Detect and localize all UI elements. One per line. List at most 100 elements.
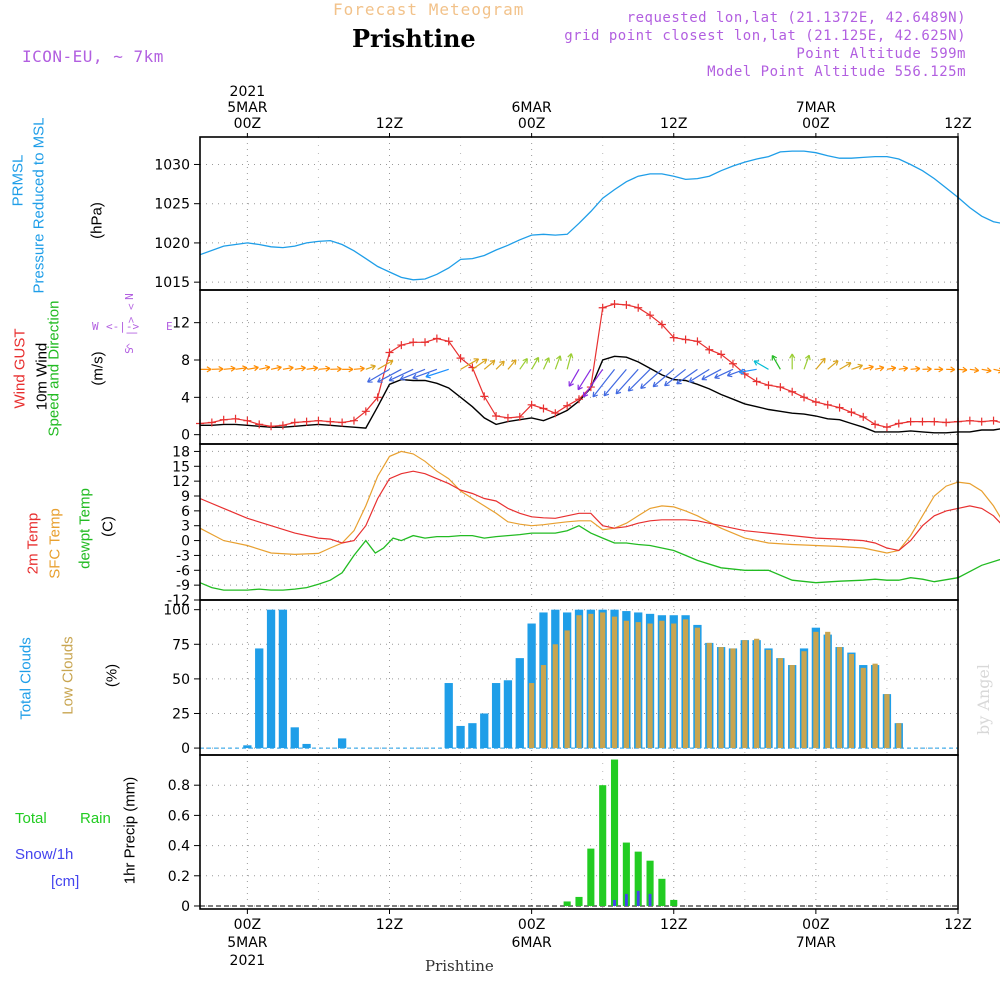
wind-gust-marker xyxy=(693,337,702,346)
wind-direction-arrowhead xyxy=(242,365,248,372)
wind-direction-arrow xyxy=(353,367,365,370)
wind-direction-arrowhead xyxy=(868,364,874,371)
wind-direction-arrow xyxy=(582,368,604,398)
wind-direction-arrowhead xyxy=(359,365,365,372)
low-cloud-bar xyxy=(706,642,712,749)
y-tick-label: 1025 xyxy=(154,197,190,213)
wind-direction-arrowhead xyxy=(938,366,944,373)
low-cloud-bar xyxy=(588,613,594,749)
rain-bar xyxy=(646,860,654,906)
wind-direction-arrowhead xyxy=(950,366,956,373)
y-tick-label: 100 xyxy=(163,603,190,619)
top-time-label: 00Z xyxy=(518,116,545,132)
total-cloud-bar xyxy=(266,609,276,749)
wind-direction-arrowhead xyxy=(325,365,331,372)
precip-total-label: Total xyxy=(15,810,47,827)
wind-gust-marker xyxy=(385,348,394,357)
wind-direction-arrow xyxy=(898,367,908,370)
low-cloud-bar xyxy=(718,647,724,749)
wind-direction-arrow xyxy=(282,366,294,370)
wind-direction-arrow xyxy=(753,360,769,370)
wind-direction-arrow xyxy=(863,366,874,370)
wind-direction-arrow xyxy=(460,358,479,370)
wind-direction-arrow xyxy=(910,367,920,370)
total-cloud-bar xyxy=(255,648,264,749)
wind-gust-marker xyxy=(788,387,797,396)
wind-direction-arrow xyxy=(957,368,967,371)
wind-gust-marker xyxy=(563,401,572,410)
y-tick-label: 18 xyxy=(172,444,190,460)
low-cloud-bar xyxy=(552,644,558,749)
wind-direction-arrow xyxy=(377,360,394,370)
precip-snow-label: Snow/1h xyxy=(15,846,74,863)
wind-direction-arrowhead xyxy=(489,359,496,366)
low-cloud-bar xyxy=(848,653,855,749)
panel-frame xyxy=(199,443,959,601)
wind-compass: N S W E <-|-> ^ | > < xyxy=(90,282,174,362)
total-cloud-bar xyxy=(480,713,489,749)
wind-direction-arrowhead xyxy=(676,379,682,385)
wind-direction-arrowhead xyxy=(820,357,826,364)
wind-direction-arrowhead xyxy=(568,381,574,387)
wind-direction-arrowhead xyxy=(230,365,236,372)
wind-direction-arrow xyxy=(615,368,639,395)
wind-gust-marker xyxy=(432,334,441,343)
wind-gust-marker xyxy=(326,417,335,426)
low-cloud-bar xyxy=(754,638,760,749)
model-altitude: Model Point Altitude 556.125m xyxy=(707,64,966,80)
wind-direction-arrow xyxy=(531,357,540,370)
y-tick-label: 0 xyxy=(181,741,190,757)
y-tick-label: 4 xyxy=(181,390,190,406)
wind-direction-arrow xyxy=(771,355,781,370)
top-time-label: 5MAR xyxy=(227,100,268,116)
wind-direction-arrow xyxy=(676,368,698,385)
snow-bar xyxy=(613,899,616,906)
wind-direction-arrowhead xyxy=(499,360,505,367)
top-time-label: 12Z xyxy=(944,116,971,132)
wind-gust-marker xyxy=(634,303,643,312)
wind-direction-arrow xyxy=(483,360,496,370)
rain-bar xyxy=(622,842,630,906)
low-cloud-bar xyxy=(777,658,783,749)
wind-direction-arrowhead xyxy=(577,384,583,391)
wind-direction-arrow xyxy=(495,360,505,370)
temp-2m-line xyxy=(199,470,1000,552)
wind-direction-arrowhead xyxy=(701,374,707,381)
y-tick-label: -12 xyxy=(167,593,190,609)
wind-gust-marker xyxy=(681,335,690,344)
wind-gust-marker xyxy=(314,416,323,425)
wind-direction-arrowhead xyxy=(857,363,863,370)
wind-direction-arrowhead xyxy=(603,390,610,397)
low-cloud-bar xyxy=(896,723,902,749)
wind-direction-arrow xyxy=(886,367,896,370)
wind-gust-marker xyxy=(539,404,548,413)
wind-direction-arrow xyxy=(827,360,839,370)
wind-gust-marker xyxy=(669,333,678,342)
y-tick-label: 0.2 xyxy=(168,869,190,885)
model-label: ICON-EU, ~ 7km xyxy=(22,47,164,66)
precip-rain-label: Rain xyxy=(80,810,111,827)
total-cloud-bar xyxy=(278,609,288,749)
wind-direction-arrowhead xyxy=(926,366,932,373)
wind-direction-arrowhead xyxy=(804,354,811,361)
rain-bar xyxy=(599,785,607,906)
wind-direction-arrow xyxy=(367,368,390,383)
wind-gust-marker xyxy=(764,381,773,390)
wind-gust-marker xyxy=(989,416,998,425)
low-cloud-bar xyxy=(730,648,736,749)
total-cloud-bar xyxy=(337,738,347,749)
requested-coords: requested lon,lat (21.1372E, 42.6489N) xyxy=(626,10,966,26)
bottom-time-label: 12Z xyxy=(660,917,687,933)
total-cloud-bar xyxy=(515,658,524,749)
panel-0 xyxy=(194,137,959,290)
panel-frame xyxy=(199,136,959,291)
wind-direction-arrowhead xyxy=(206,366,212,373)
wind-gust-marker xyxy=(421,338,430,347)
wind-direction-arrow xyxy=(388,368,414,382)
low-cloud-bar xyxy=(694,627,701,749)
wind-direction-arrowhead xyxy=(377,377,383,383)
y-tick-label: 25 xyxy=(172,706,190,722)
wind-direction-arrow xyxy=(640,368,663,389)
wind-direction-arrowhead xyxy=(522,358,528,364)
y-tick-label: 12 xyxy=(172,316,190,332)
